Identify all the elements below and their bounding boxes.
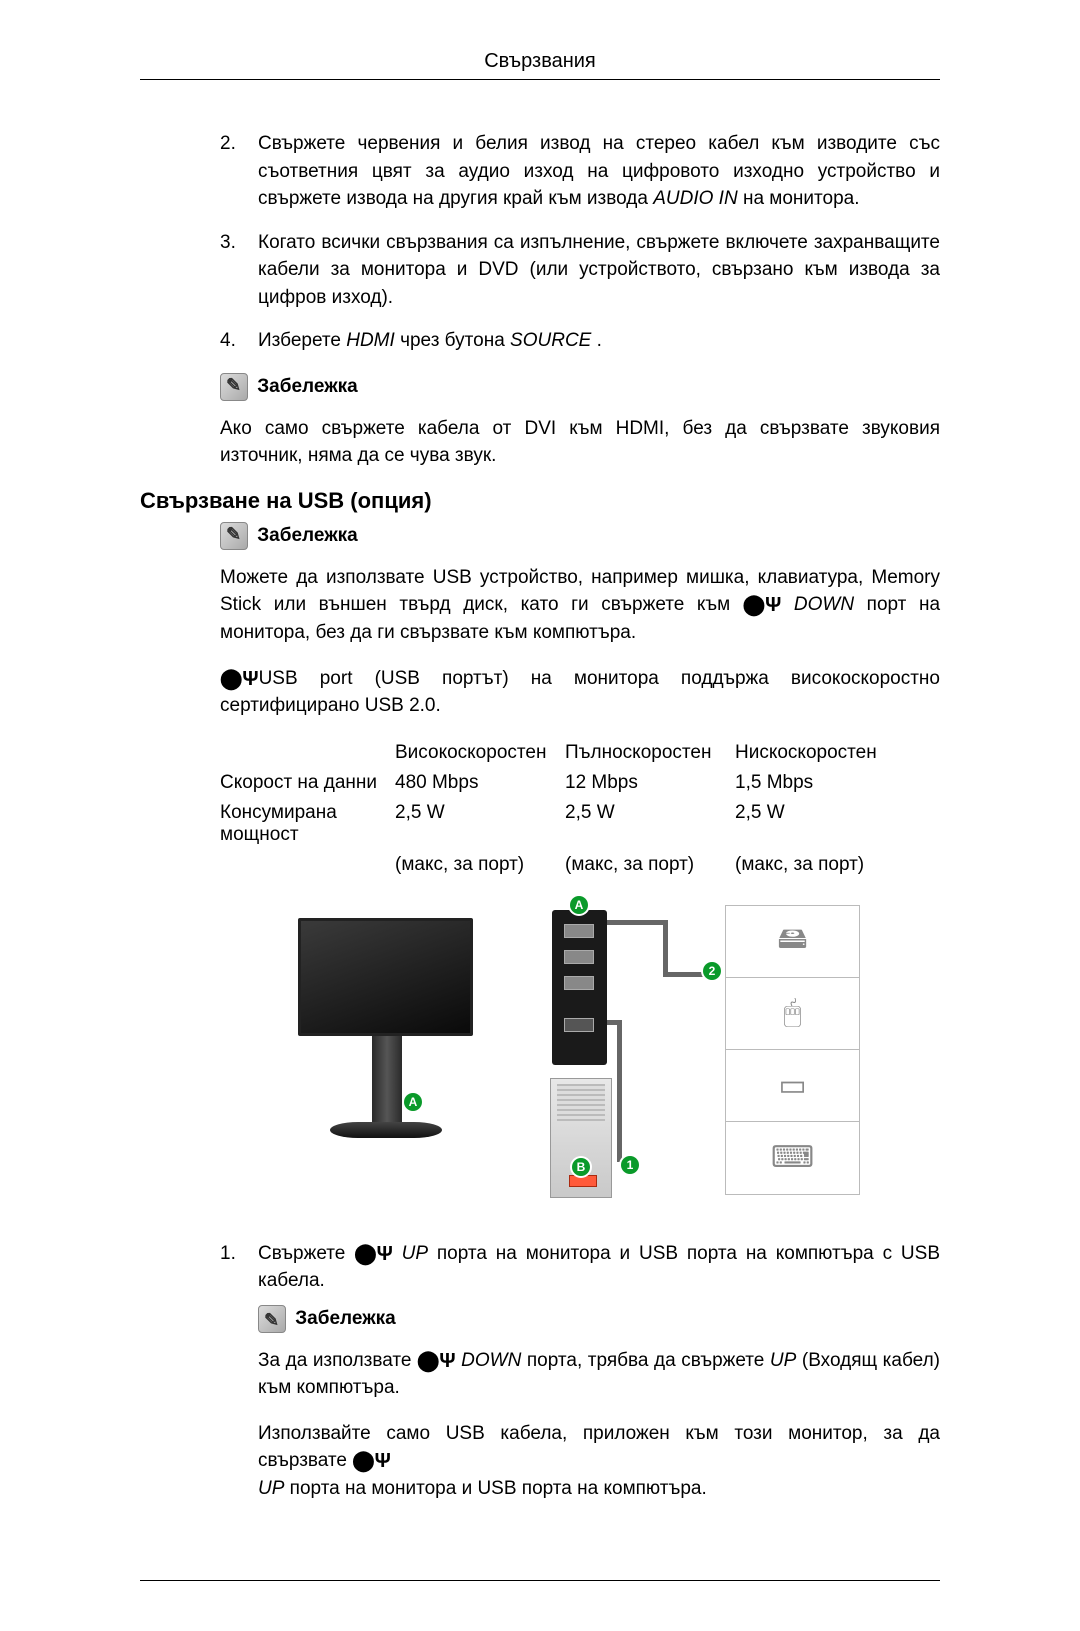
usb-icon: ⬤Ψ xyxy=(352,1451,391,1471)
step-list-c: 1. Свържете ⬤Ψ UP порта на монитора и US… xyxy=(220,1240,940,1521)
row-label-power: Консумирана мощност xyxy=(220,798,395,850)
col-hispeed: Високоскоростен xyxy=(395,738,565,768)
usb-icon: ⬤Ψ xyxy=(354,1244,393,1264)
note-label: Забележка xyxy=(257,376,357,397)
step-number: 3. xyxy=(220,229,258,312)
step-number: 4. xyxy=(220,327,258,355)
diagram-marker-b: B xyxy=(572,1158,590,1176)
table-header-row: Високоскоростен Пълноскоростен Нискоскор… xyxy=(220,738,905,768)
diagram-usb-port xyxy=(564,950,594,964)
diagram-peripheral-column: 🖴 🖱 ▭ ⌨ xyxy=(725,905,860,1195)
table-row: Консумирана мощност 2,5 W 2,5 W 2,5 W xyxy=(220,798,905,850)
step-text: Изберете HDMI чрез бутона SOURCE . xyxy=(258,327,940,355)
note-b-text: Можете да използвате USB устройство, нап… xyxy=(220,564,940,647)
diagram-peripheral-memorystick: ▭ xyxy=(726,1050,859,1122)
diagram-peripheral-mouse: 🖱 xyxy=(726,978,859,1050)
section-title-usb: Свързване на USB (опция) xyxy=(140,488,940,514)
usb-spec-table: Високоскоростен Пълноскоростен Нискоскор… xyxy=(220,738,905,880)
diagram-marker-1: 1 xyxy=(621,1156,639,1174)
step-c-line3: Използвайте само USB кабела, приложен къ… xyxy=(258,1420,940,1503)
usb-icon: ⬤Ψ xyxy=(220,669,259,689)
diagram-port-block xyxy=(552,910,607,1065)
header-rule xyxy=(140,79,940,80)
note-c-text: За да използвате ⬤Ψ DOWN порта, трябва д… xyxy=(258,1347,940,1402)
diagram-cable xyxy=(617,1020,622,1162)
step-number: 2. xyxy=(220,130,258,213)
page-header-title: Свързвания xyxy=(140,50,940,73)
note-label: Забележка xyxy=(295,1308,395,1329)
diagram-marker-2: 2 xyxy=(703,962,721,980)
diagram-marker-a: A xyxy=(570,896,588,914)
step-c-1: 1. Свържете ⬤Ψ UP порта на монитора и US… xyxy=(220,1240,940,1521)
usb-port-text: ⬤ΨUSB port (USB портът) на монитора подд… xyxy=(220,665,940,720)
step-3: 3. Когато всички свързвания са изпълнени… xyxy=(220,229,940,312)
step-number: 1. xyxy=(220,1240,258,1521)
diagram-peripheral-hdd: 🖴 xyxy=(726,906,859,978)
diagram-usb-port xyxy=(564,924,594,938)
note-label: Забележка xyxy=(257,525,357,546)
col-fullspeed: Пълноскоростен xyxy=(565,738,735,768)
row-label-datarate: Скорост на данни xyxy=(220,768,395,798)
diagram-cable xyxy=(663,920,668,975)
diagram-peripheral-keyboard: ⌨ xyxy=(726,1122,859,1194)
step-4: 4. Изберете HDMI чрез бутона SOURCE . xyxy=(220,327,940,355)
step-text: Когато всички свързвания са изпълнение, … xyxy=(258,229,940,312)
diagram-monitor-base xyxy=(330,1122,442,1138)
note-icon xyxy=(220,373,248,401)
step-text: Свържете ⬤Ψ UP порта на монитора и USB п… xyxy=(258,1240,940,1521)
usb-connection-diagram: 🖴 🖱 ▭ ⌨ A A B 1 2 xyxy=(220,900,940,1210)
diagram-marker-a: A xyxy=(404,1093,422,1111)
note-icon xyxy=(258,1305,286,1333)
document-page: Свързвания 2. Свържете червения и белия … xyxy=(0,0,1080,1631)
note-heading-b: Забележка xyxy=(220,522,940,550)
col-lowspeed: Нискоскоростен xyxy=(735,738,905,768)
step-list-a: 2. Свържете червения и белия извод на ст… xyxy=(220,130,940,355)
footer-rule xyxy=(140,1580,940,1581)
diagram-monitor-stand xyxy=(372,1036,402,1126)
note-heading-a: Забележка xyxy=(220,373,940,401)
diagram-cable xyxy=(607,920,667,925)
step-2: 2. Свържете червения и белия извод на ст… xyxy=(220,130,940,213)
usb-icon: ⬤Ψ xyxy=(417,1351,456,1371)
note-icon xyxy=(220,522,248,550)
note-a-text: Ако само свържете кабела от DVI към HDMI… xyxy=(220,415,940,470)
diagram-usb-port xyxy=(564,976,594,990)
step-text: Свържете червения и белия извод на стере… xyxy=(258,130,940,213)
usb-icon: ⬤Ψ xyxy=(743,595,782,615)
table-row: (макс, за порт) (макс, за порт) (макс, з… xyxy=(220,850,905,880)
diagram-monitor xyxy=(298,918,473,1036)
diagram-pc-tower xyxy=(550,1078,612,1198)
table-row: Скорост на данни 480 Mbps 12 Mbps 1,5 Mb… xyxy=(220,768,905,798)
note-heading-c: Забележка xyxy=(258,1305,940,1333)
diagram-usb-up-port xyxy=(564,1018,594,1032)
